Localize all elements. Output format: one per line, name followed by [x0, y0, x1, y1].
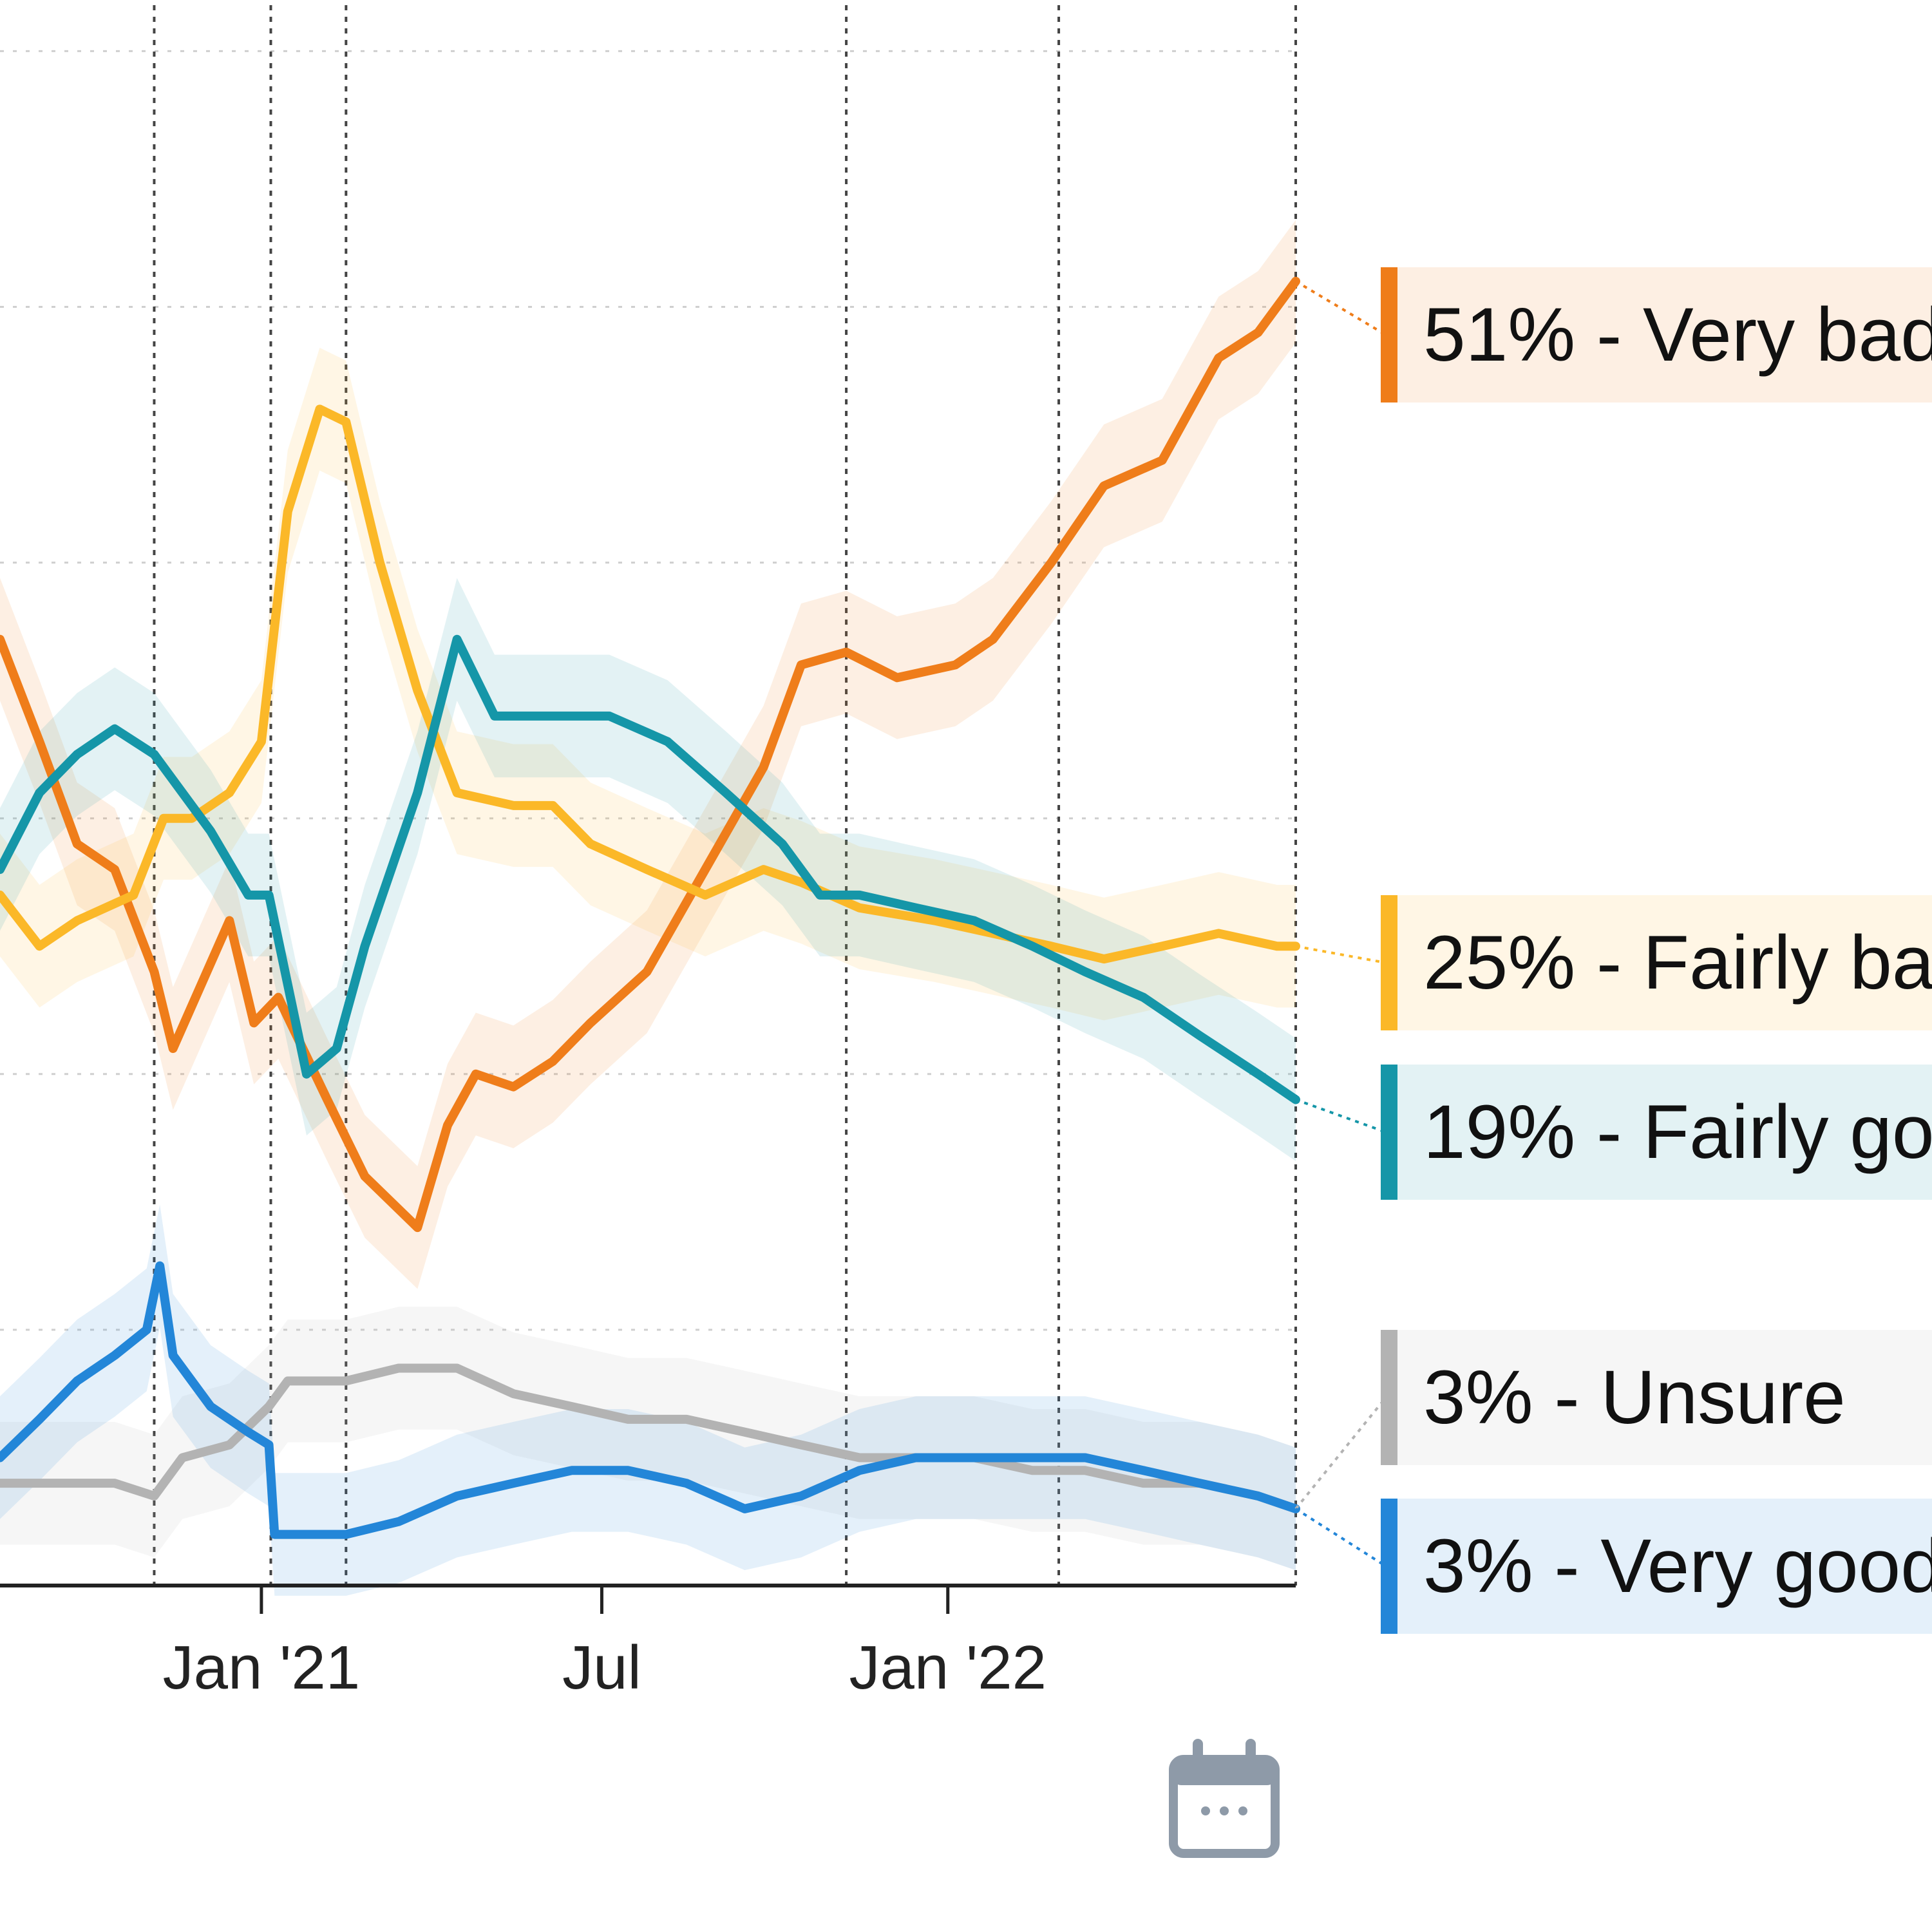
end-label-connector — [1295, 945, 1387, 964]
confidence-band — [0, 578, 1296, 1161]
end-label-bg — [1386, 1499, 1932, 1634]
x-tick-label: Jan '22 — [849, 1633, 1046, 1702]
confidence-band — [0, 1204, 1296, 1596]
end-label-connector — [1294, 280, 1387, 336]
confidence-bands — [0, 220, 1296, 1596]
series-lines — [0, 276, 1300, 1539]
calendar-icon[interactable] — [1169, 1739, 1280, 1858]
end-label-accent — [1381, 895, 1397, 1030]
end-label-connector — [1294, 1508, 1387, 1567]
end-label-connector — [1294, 1396, 1387, 1510]
series-line — [0, 634, 1300, 1104]
end-label-connector — [1295, 1098, 1387, 1133]
event-markers — [153, 5, 1297, 1586]
x-tick-label: Jul — [562, 1633, 641, 1702]
confidence-band — [0, 1307, 1296, 1571]
end-label-bg — [1386, 1065, 1932, 1200]
series-line — [0, 404, 1300, 964]
confidence-band — [0, 348, 1296, 1021]
end-labels: 51% - Very bad 25% - Fairly bad 19% - Fair… — [1294, 267, 1932, 1634]
end-label-text: 3% - Very good — [1423, 1524, 1932, 1609]
end-label-text: 19% - Fairly good — [1423, 1090, 1932, 1175]
x-axis-ticks: Jan '21 Jul Jan '22 — [163, 1586, 1046, 1702]
x-tick-label: Jan '21 — [163, 1633, 361, 1702]
end-label-bg — [1386, 895, 1932, 1030]
end-label-accent — [1381, 267, 1397, 402]
end-label-bg — [1386, 1330, 1932, 1465]
series-line — [0, 276, 1300, 1233]
end-label-text: 51% - Very bad — [1423, 292, 1932, 377]
end-label-accent — [1381, 1330, 1397, 1465]
series-line — [0, 1363, 1300, 1513]
series-line — [0, 1261, 1300, 1539]
end-label-accent — [1381, 1499, 1397, 1634]
end-label-text: 3% - Unsure — [1423, 1355, 1846, 1440]
end-label-text: 25% - Fairly bad — [1423, 920, 1932, 1005]
end-label-accent — [1381, 1065, 1397, 1200]
end-label-bg — [1386, 267, 1932, 402]
